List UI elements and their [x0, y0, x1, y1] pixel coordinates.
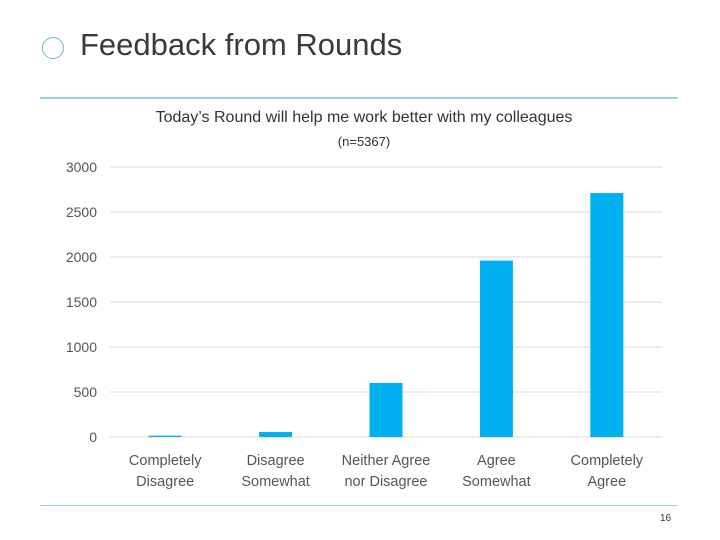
x-axis-categories: Completely Disagree Disagree Somewhat Neithe…: [129, 453, 644, 490]
x-category-label: Disagree: [247, 453, 305, 469]
y-tick-label: 2500: [66, 204, 97, 220]
y-tick-label: 2000: [66, 249, 97, 265]
x-category-label: Disagree: [136, 474, 194, 490]
top-divider: [40, 97, 678, 99]
bottom-divider: [40, 505, 678, 506]
page-number: 16: [660, 513, 672, 524]
chart-title: Today’s Round will help me work better w…: [155, 109, 573, 126]
bar: [369, 383, 403, 437]
x-category-label: Agree: [477, 453, 516, 469]
slide-title: Feedback from Rounds: [80, 27, 403, 62]
x-category-label: Agree: [587, 474, 626, 490]
title-bullet-circle: [42, 37, 64, 59]
chart-title-block: Today’s Round will help me work better w…: [140, 106, 588, 154]
bar: [259, 432, 293, 437]
x-category-label: nor Disagree: [344, 474, 427, 490]
bars: [148, 193, 624, 437]
bar: [479, 260, 513, 437]
x-category-label: Completely: [571, 453, 644, 469]
y-tick-label: 0: [89, 429, 97, 445]
x-category-label: Somewhat: [462, 474, 531, 490]
chart-sample-size: (n=5367): [337, 134, 391, 149]
y-tick-label: 500: [74, 384, 98, 400]
bar: [148, 435, 182, 437]
y-axis-ticks: 0 500 1000 1500 2000 2500 3000: [66, 159, 97, 445]
y-tick-label: 1500: [66, 294, 97, 310]
x-category-label: Neither Agree: [342, 453, 431, 469]
bar: [590, 193, 624, 437]
y-tick-label: 3000: [66, 159, 97, 175]
x-category-label: Completely: [129, 453, 202, 469]
y-tick-label: 1000: [66, 339, 97, 355]
x-category-label: Somewhat: [241, 474, 310, 490]
